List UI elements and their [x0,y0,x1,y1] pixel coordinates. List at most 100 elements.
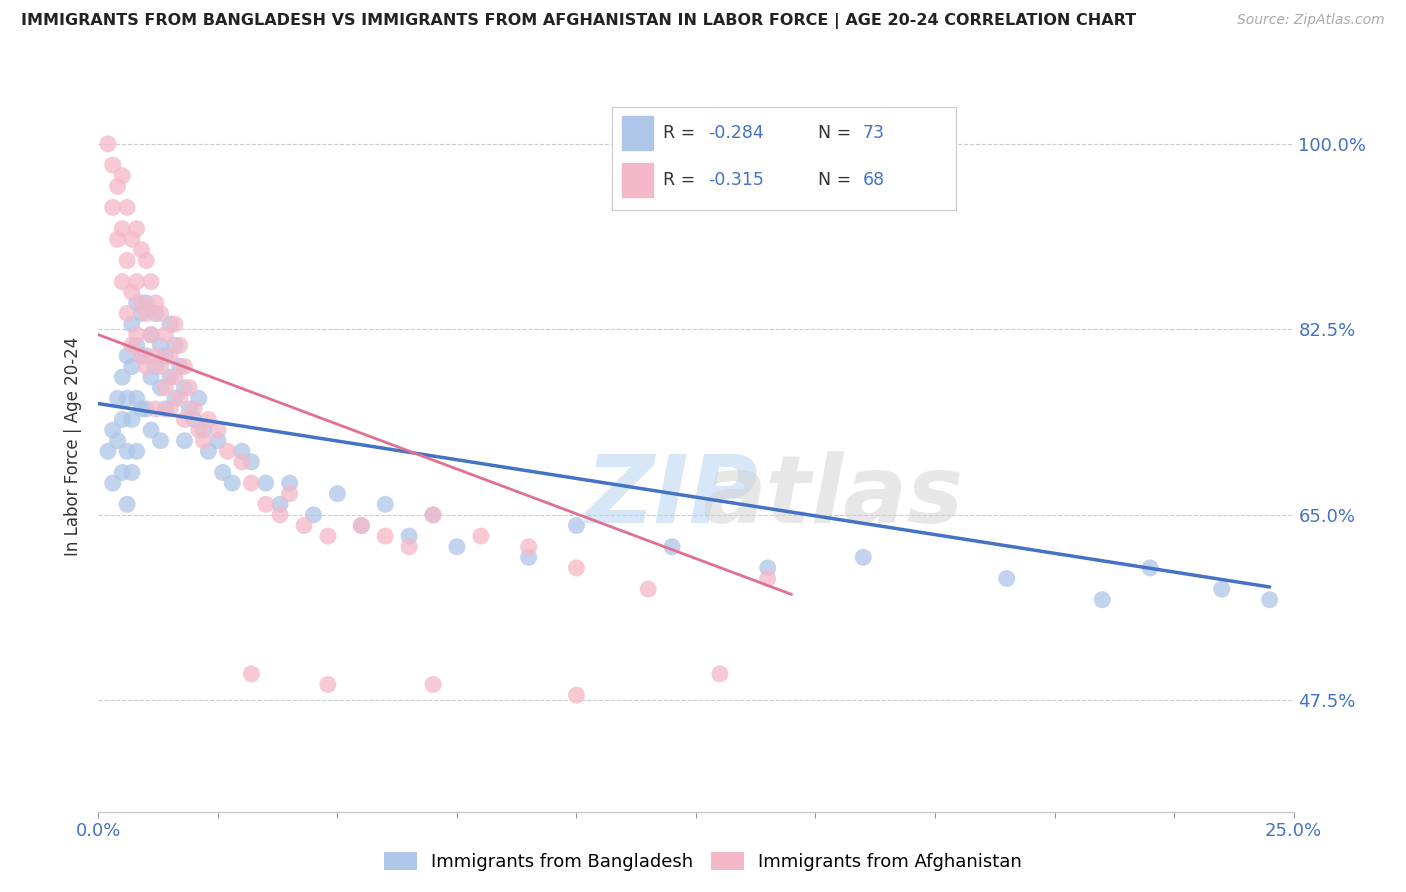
Point [135,296,157,310]
Point [278,476,301,491]
Point [292,518,315,533]
Point [131,349,153,363]
Text: Source: ZipAtlas.com: Source: ZipAtlas.com [1237,13,1385,28]
Text: -0.315: -0.315 [709,171,763,189]
Point [135,349,157,363]
Point [111,221,134,235]
Point [159,401,181,416]
Point [125,296,148,310]
Point [350,518,373,533]
Point [422,677,444,691]
Point [163,317,186,331]
Point [197,444,219,458]
Point [183,412,205,426]
Point [159,370,181,384]
Point [111,275,134,289]
Point [374,497,396,511]
Point [155,327,177,342]
Point [173,381,195,395]
Point [107,232,129,246]
Text: atlas: atlas [703,451,965,543]
Point [139,370,162,384]
Point [422,508,444,522]
Point [173,359,195,374]
Point [121,285,143,300]
Text: R =: R = [664,124,702,142]
Point [302,508,325,522]
Point [121,232,143,246]
Text: ZIP: ZIP [586,451,758,543]
Point [179,401,201,416]
Point [107,179,129,194]
Point [101,423,124,437]
Point [125,327,148,342]
Point [131,306,153,320]
Point [398,540,420,554]
Legend: Immigrants from Bangladesh, Immigrants from Afghanistan: Immigrants from Bangladesh, Immigrants f… [377,845,1029,879]
Point [446,540,468,554]
Text: 73: 73 [863,124,884,142]
Point [135,253,157,268]
Point [470,529,492,543]
Point [121,317,143,331]
Point [139,327,162,342]
Point [269,497,291,511]
Point [217,444,239,458]
Point [326,486,349,500]
Y-axis label: In Labor Force | Age 20-24: In Labor Force | Age 20-24 [65,336,83,556]
Point [121,466,143,480]
Point [139,275,162,289]
Point [278,486,301,500]
Point [756,561,779,575]
Point [240,476,263,491]
Point [121,359,143,374]
Point [254,497,277,511]
Text: N =: N = [818,171,858,189]
Point [115,201,138,215]
Point [125,392,148,406]
Point [240,455,263,469]
Point [125,221,148,235]
Point [115,497,138,511]
Point [101,158,124,172]
Bar [621,163,652,197]
Point [852,550,875,565]
Point [97,444,120,458]
Point [1211,582,1233,596]
Point [115,349,138,363]
Point [637,582,659,596]
Point [211,466,233,480]
Point [149,381,172,395]
Point [183,401,205,416]
Point [111,466,134,480]
Point [145,401,167,416]
Point [163,338,186,352]
Point [115,392,138,406]
Point [111,169,134,183]
Point [240,667,263,681]
Point [155,401,177,416]
Point [125,275,148,289]
Point [173,412,195,426]
Point [149,434,172,448]
Point [159,317,181,331]
Point [159,349,181,363]
Point [145,306,167,320]
Point [149,359,172,374]
Point [995,572,1018,586]
Point [254,476,277,491]
Point [135,359,157,374]
Point [207,434,229,448]
Point [107,434,129,448]
Point [517,550,540,565]
Point [139,327,162,342]
Point [756,572,779,586]
Point [398,529,420,543]
Point [173,434,195,448]
Point [1139,561,1161,575]
Point [350,518,373,533]
Point [221,476,243,491]
Point [115,444,138,458]
Point [1091,592,1114,607]
Point [131,349,153,363]
